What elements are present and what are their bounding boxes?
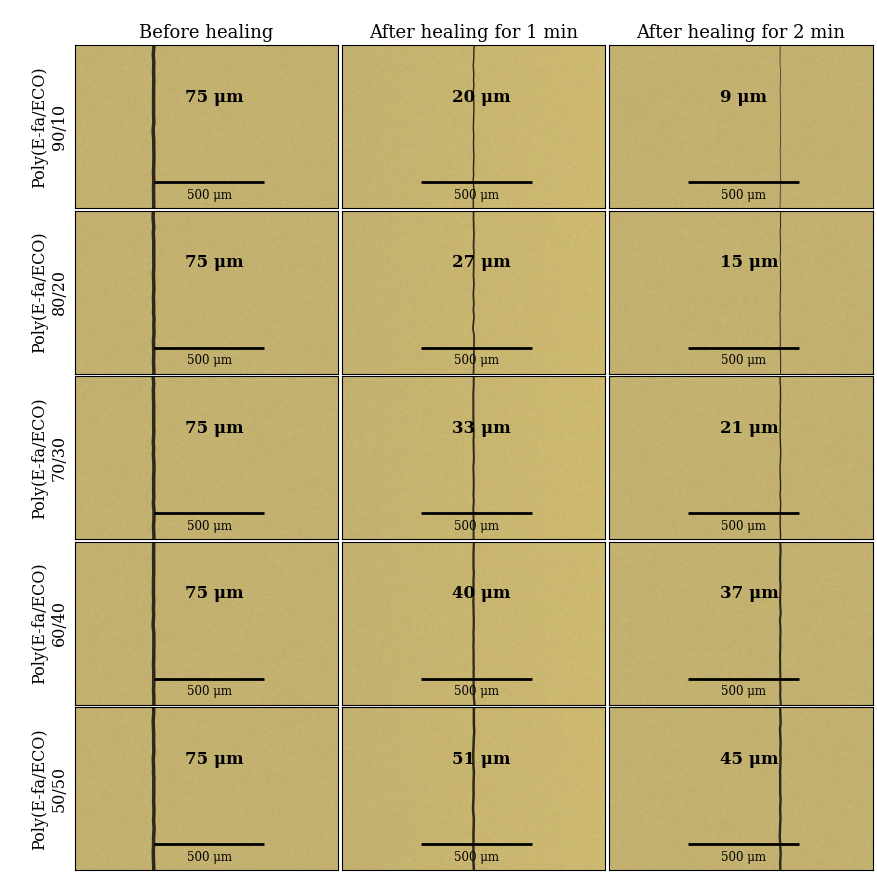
Text: 500 μm: 500 μm: [721, 520, 766, 533]
Text: Poly(E-fa/ECO)
70/30: Poly(E-fa/ECO) 70/30: [31, 397, 68, 519]
Text: 500 μm: 500 μm: [721, 851, 766, 864]
Text: 500 μm: 500 μm: [453, 520, 499, 533]
Text: Poly(E-fa/ECO)
80/20: Poly(E-fa/ECO) 80/20: [31, 231, 68, 353]
Text: Poly(E-fa/ECO)
50/50: Poly(E-fa/ECO) 50/50: [31, 728, 68, 849]
Text: 75 μm: 75 μm: [185, 585, 244, 603]
Text: 500 μm: 500 μm: [453, 851, 499, 864]
Text: 15 μm: 15 μm: [720, 255, 778, 271]
Text: 500 μm: 500 μm: [721, 354, 766, 367]
Text: 33 μm: 33 μm: [453, 420, 511, 437]
Text: 75 μm: 75 μm: [185, 751, 244, 768]
Text: 500 μm: 500 μm: [187, 354, 232, 367]
Text: 500 μm: 500 μm: [453, 188, 499, 201]
Text: 500 μm: 500 μm: [187, 188, 232, 201]
Text: 75 μm: 75 μm: [185, 255, 244, 271]
Text: Poly(E-fa/ECO)
90/10: Poly(E-fa/ECO) 90/10: [31, 66, 68, 187]
Text: 21 μm: 21 μm: [720, 420, 778, 437]
Text: 500 μm: 500 μm: [187, 851, 232, 864]
Text: After healing for 2 min: After healing for 2 min: [637, 24, 845, 42]
Text: 37 μm: 37 μm: [720, 585, 779, 603]
Text: After healing for 1 min: After healing for 1 min: [369, 24, 578, 42]
Text: 500 μm: 500 μm: [453, 354, 499, 367]
Text: 75 μm: 75 μm: [185, 89, 244, 106]
Text: 500 μm: 500 μm: [187, 520, 232, 533]
Text: 45 μm: 45 μm: [720, 751, 778, 768]
Text: 27 μm: 27 μm: [453, 255, 511, 271]
Text: 20 μm: 20 μm: [453, 89, 511, 106]
Text: 500 μm: 500 μm: [453, 685, 499, 698]
Text: 51 μm: 51 μm: [453, 751, 511, 768]
Text: Poly(E-fa/ECO)
60/40: Poly(E-fa/ECO) 60/40: [31, 562, 68, 685]
Text: Before healing: Before healing: [139, 24, 274, 42]
Text: 75 μm: 75 μm: [185, 420, 244, 437]
Text: 9 μm: 9 μm: [720, 89, 766, 106]
Text: 500 μm: 500 μm: [187, 685, 232, 698]
Text: 500 μm: 500 μm: [721, 188, 766, 201]
Text: 40 μm: 40 μm: [453, 585, 511, 603]
Text: 500 μm: 500 μm: [721, 685, 766, 698]
